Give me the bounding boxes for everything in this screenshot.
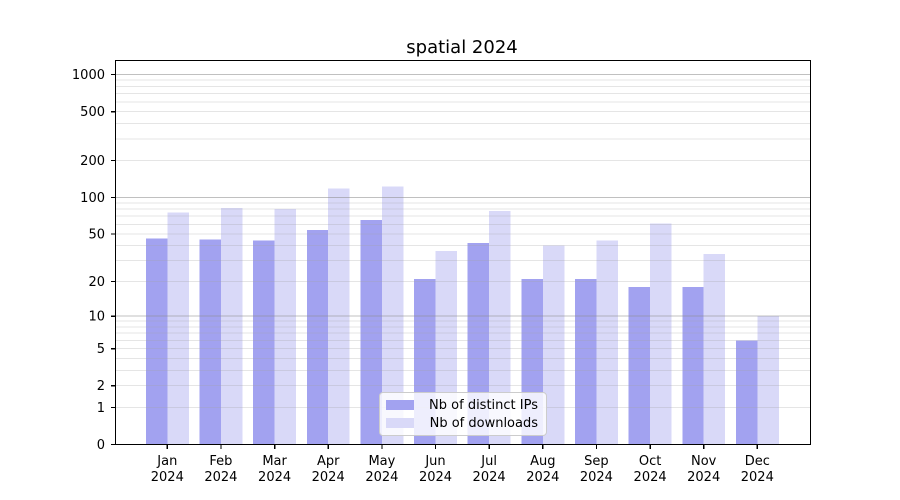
legend-item-distinct-ips: Nb of distinct IPs	[386, 397, 538, 413]
bar-oct-series1	[650, 223, 672, 445]
x-tick-label-month: Feb	[209, 454, 232, 469]
x-tick-label-month: Jan	[156, 454, 177, 469]
plot-frame	[114, 59, 812, 446]
y-tick-label: 2	[97, 379, 105, 394]
chart-legend: Nb of distinct IPs Nb of downloads	[379, 392, 547, 436]
bar-mar-series0	[253, 240, 275, 445]
y-tick-label: 10	[88, 310, 105, 325]
x-tick-label-year: 2024	[204, 470, 237, 485]
gridlines-layer	[115, 73, 811, 408]
bar-dec-series1	[757, 316, 779, 445]
bar-sep-series0	[575, 279, 597, 445]
y-tick-label: 20	[88, 275, 105, 290]
bar-feb-series0	[199, 239, 221, 445]
x-tick-label-month: Oct	[639, 454, 661, 469]
x-tick-label-year: 2024	[473, 470, 506, 485]
legend-label-distinct-ips: Nb of distinct IPs	[429, 397, 538, 413]
bar-may-series1	[381, 186, 404, 445]
x-tick-label-year: 2024	[634, 470, 667, 485]
x-tick-label-month: Dec	[745, 454, 770, 469]
chart-title: spatial 2024	[406, 37, 517, 58]
y-tick-label: 200	[80, 154, 105, 169]
tick-labels-layer: 01251020501002005001000Jan2024Feb2024Mar…	[72, 68, 774, 485]
bar-jan-series0	[145, 238, 168, 445]
x-tick-label-year: 2024	[365, 470, 398, 485]
x-tick-label-month: Aug	[530, 454, 555, 469]
bar-may-series0	[360, 220, 382, 445]
bar-feb-series1	[220, 207, 243, 445]
x-tick-label-year: 2024	[312, 470, 345, 485]
y-tick-label: 5	[97, 342, 105, 357]
bar-sep-series1	[596, 240, 618, 445]
x-tick-label-year: 2024	[258, 470, 291, 485]
legend-swatch-distinct-ips	[386, 400, 414, 410]
x-tick-label-month: Sep	[584, 454, 609, 469]
x-tick-label-month: Jul	[480, 454, 497, 469]
x-tick-label-year: 2024	[741, 470, 774, 485]
bar-apr-series0	[306, 229, 329, 445]
legend-label-downloads: Nb of downloads	[429, 415, 538, 431]
x-tick-label-month: Mar	[262, 454, 287, 469]
bar-mar-series1	[274, 209, 297, 445]
x-tick-label-year: 2024	[580, 470, 613, 485]
legend-item-downloads: Nb of downloads	[386, 415, 538, 431]
y-tick-label: 100	[80, 191, 105, 206]
y-tick-label: 1	[97, 401, 105, 416]
x-tick-label-month: Apr	[317, 454, 340, 469]
legend-swatch-downloads	[386, 418, 414, 428]
axes-layer	[111, 59, 812, 449]
x-tick-label-year: 2024	[419, 470, 452, 485]
bar-dec-series0	[735, 340, 758, 445]
x-tick-label-month: May	[368, 454, 395, 469]
bar-jan-series1	[167, 212, 189, 445]
y-tick-label: 0	[97, 438, 105, 453]
y-tick-label: 500	[80, 105, 105, 120]
x-tick-label-year: 2024	[151, 470, 184, 485]
y-tick-label: 50	[88, 228, 105, 243]
bar-jul-series1	[489, 211, 511, 445]
bar-aug-series1	[542, 245, 565, 445]
bar-nov-series1	[703, 254, 726, 445]
bar-oct-series0	[628, 286, 651, 445]
x-tick-label-month: Jun	[424, 454, 445, 469]
y-tick-label: 1000	[72, 68, 105, 83]
x-tick-label-month: Nov	[691, 454, 717, 469]
x-tick-label-year: 2024	[526, 470, 559, 485]
x-tick-label-year: 2024	[687, 470, 720, 485]
bar-nov-series0	[682, 286, 704, 445]
